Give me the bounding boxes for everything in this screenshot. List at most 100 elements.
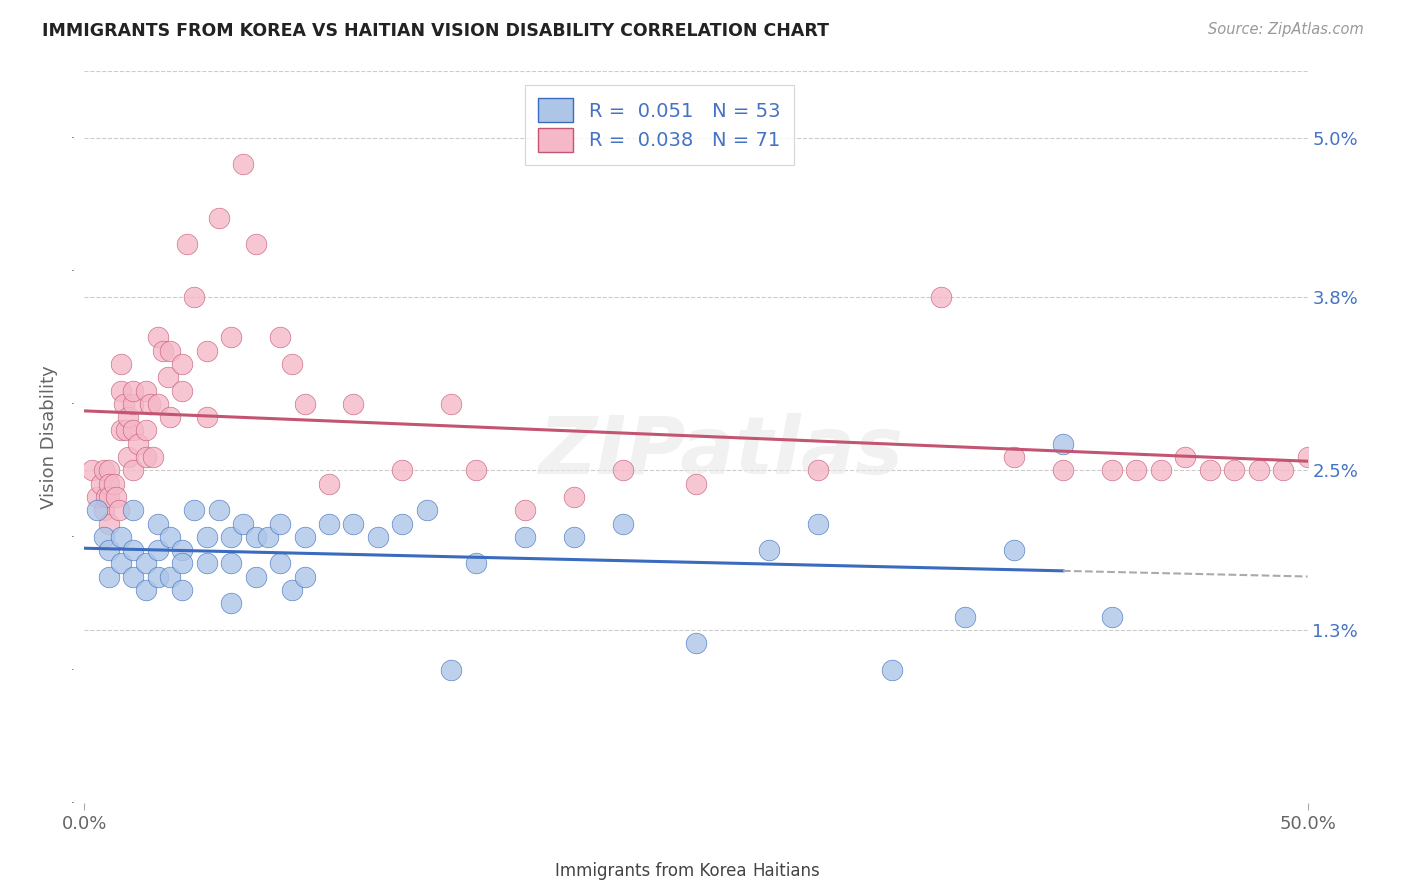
Point — [807, 516, 830, 531]
Point — [146, 330, 169, 344]
Point — [172, 384, 194, 398]
Point — [172, 357, 194, 371]
Point — [122, 384, 145, 398]
Point — [562, 530, 585, 544]
Point — [110, 530, 132, 544]
Point — [97, 476, 120, 491]
Point — [96, 490, 118, 504]
Point — [135, 450, 157, 464]
Point — [97, 543, 120, 558]
Point — [232, 157, 254, 171]
Point — [183, 503, 205, 517]
Point — [146, 516, 169, 531]
Point — [269, 330, 291, 344]
Point — [93, 530, 115, 544]
Point — [880, 663, 903, 677]
Point — [245, 237, 267, 252]
Point — [195, 530, 218, 544]
Point — [80, 463, 103, 477]
Point — [294, 397, 316, 411]
Point — [464, 463, 486, 477]
Point — [110, 424, 132, 438]
Point — [562, 490, 585, 504]
Point — [807, 463, 830, 477]
Point — [219, 557, 242, 571]
Point — [294, 570, 316, 584]
Point — [294, 530, 316, 544]
Point — [105, 490, 128, 504]
Point — [208, 503, 231, 517]
Point — [1296, 450, 1319, 464]
Point — [93, 503, 115, 517]
Point — [1052, 436, 1074, 450]
Point — [245, 530, 267, 544]
Point — [122, 570, 145, 584]
Point — [257, 530, 280, 544]
Point — [146, 543, 169, 558]
Point — [1052, 463, 1074, 477]
Point — [1174, 450, 1197, 464]
Point — [281, 582, 304, 597]
Text: Source: ZipAtlas.com: Source: ZipAtlas.com — [1208, 22, 1364, 37]
Point — [195, 410, 218, 425]
Point — [232, 516, 254, 531]
Point — [1101, 463, 1123, 477]
Point — [464, 557, 486, 571]
Point — [97, 570, 120, 584]
Point — [685, 476, 707, 491]
Point — [159, 410, 181, 425]
Point — [269, 516, 291, 531]
Point — [1125, 463, 1147, 477]
Point — [135, 582, 157, 597]
Legend: R =  0.051   N = 53, R =  0.038   N = 71: R = 0.051 N = 53, R = 0.038 N = 71 — [524, 85, 794, 165]
Point — [139, 397, 162, 411]
Text: Immigrants from Korea: Immigrants from Korea — [555, 862, 747, 880]
Point — [90, 476, 112, 491]
Point — [122, 424, 145, 438]
Point — [156, 370, 179, 384]
Point — [318, 516, 340, 531]
Point — [146, 397, 169, 411]
Point — [172, 557, 194, 571]
Point — [122, 503, 145, 517]
Point — [152, 343, 174, 358]
Point — [97, 516, 120, 531]
Point — [122, 463, 145, 477]
Point — [117, 450, 139, 464]
Point — [146, 570, 169, 584]
Point — [1002, 450, 1025, 464]
Point — [219, 330, 242, 344]
Point — [86, 503, 108, 517]
Point — [1198, 463, 1220, 477]
Point — [513, 530, 536, 544]
Point — [367, 530, 389, 544]
Point — [342, 516, 364, 531]
Point — [391, 516, 413, 531]
Point — [97, 490, 120, 504]
Point — [122, 397, 145, 411]
Point — [195, 557, 218, 571]
Point — [1247, 463, 1270, 477]
Point — [416, 503, 439, 517]
Point — [183, 290, 205, 304]
Point — [159, 570, 181, 584]
Text: Haitians: Haitians — [752, 862, 820, 880]
Point — [117, 410, 139, 425]
Point — [208, 211, 231, 225]
Text: IMMIGRANTS FROM KOREA VS HAITIAN VISION DISABILITY CORRELATION CHART: IMMIGRANTS FROM KOREA VS HAITIAN VISION … — [42, 22, 830, 40]
Point — [440, 663, 463, 677]
Point — [93, 463, 115, 477]
Point — [159, 343, 181, 358]
Point — [142, 450, 165, 464]
Point — [953, 609, 976, 624]
Point — [1150, 463, 1173, 477]
Point — [245, 570, 267, 584]
Point — [110, 557, 132, 571]
Point — [135, 424, 157, 438]
Point — [135, 384, 157, 398]
Text: ZIPatlas: ZIPatlas — [538, 413, 903, 491]
Point — [176, 237, 198, 252]
Point — [172, 543, 194, 558]
Point — [127, 436, 149, 450]
Point — [97, 463, 120, 477]
